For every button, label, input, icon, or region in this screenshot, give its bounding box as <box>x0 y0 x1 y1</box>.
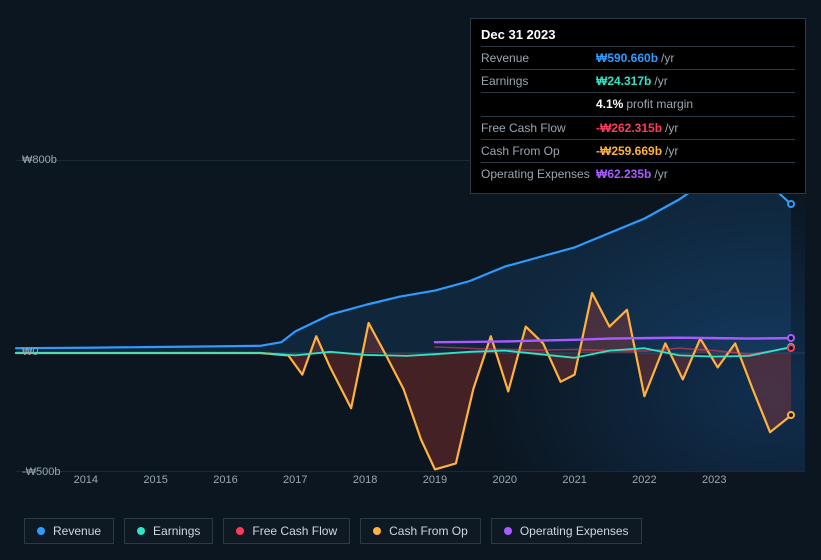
x-tick-label: 2017 <box>283 474 307 486</box>
tooltip-date: Dec 31 2023 <box>481 25 795 46</box>
tooltip-value: ₩24.317b <box>596 73 651 89</box>
x-tick-label: 2020 <box>493 474 517 486</box>
series-endpoint-revenue <box>787 200 795 208</box>
x-axis: 2014 2015 2016 2017 2018 2019 2020 2021 2022 2023 <box>16 474 805 492</box>
tooltip-label: Revenue <box>481 50 596 66</box>
legend-item-revenue[interactable]: Revenue <box>24 518 114 544</box>
tooltip-unit: /yr <box>654 73 667 89</box>
legend-label: Revenue <box>53 524 101 538</box>
tooltip-row-fcf: Free Cash Flow-₩262.315b /yr <box>481 116 795 139</box>
tooltip-label: Free Cash Flow <box>481 120 596 136</box>
tooltip-row-earnings: Earnings₩24.317b /yr <box>481 69 795 92</box>
tooltip-unit: profit margin <box>626 96 693 112</box>
tooltip-row-revenue: Revenue₩590.660b /yr <box>481 46 795 69</box>
legend-item-fcf[interactable]: Free Cash Flow <box>223 518 350 544</box>
series-endpoint-fcf <box>787 344 795 352</box>
tooltip-row-margin: 4.1% profit margin <box>481 92 795 115</box>
y-tick-label: ₩0 <box>22 346 39 358</box>
x-tick-label: 2018 <box>353 474 377 486</box>
tooltip-row-opex: Operating Expenses₩62.235b /yr <box>481 162 795 185</box>
tooltip-value: -₩262.315b <box>596 120 662 136</box>
legend-label: Free Cash Flow <box>252 524 337 538</box>
legend-item-cfo[interactable]: Cash From Op <box>360 518 481 544</box>
tooltip-unit: /yr <box>665 120 678 136</box>
series-endpoint-cfo <box>787 411 795 419</box>
y-tick-label: ₩800b <box>22 154 57 166</box>
legend-dot-icon <box>37 527 45 535</box>
x-tick-label: 2015 <box>143 474 167 486</box>
tooltip-label: Cash From Op <box>481 143 596 159</box>
legend-dot-icon <box>137 527 145 535</box>
tooltip-unit: /yr <box>654 166 667 182</box>
legend-item-earnings[interactable]: Earnings <box>124 518 213 544</box>
x-tick-label: 2023 <box>702 474 726 486</box>
x-tick-label: 2016 <box>213 474 237 486</box>
tooltip-value: ₩590.660b <box>596 50 658 66</box>
legend-dot-icon <box>373 527 381 535</box>
chart-plot-area <box>16 160 805 472</box>
x-tick-label: 2022 <box>632 474 656 486</box>
legend-item-opex[interactable]: Operating Expenses <box>491 518 642 544</box>
legend-label: Operating Expenses <box>520 524 629 538</box>
tooltip-value: -₩259.669b <box>596 143 662 159</box>
x-tick-label: 2019 <box>423 474 447 486</box>
tooltip-label: Earnings <box>481 73 596 89</box>
x-tick-label: 2014 <box>74 474 98 486</box>
tooltip-label: Operating Expenses <box>481 166 596 182</box>
tooltip-panel: Dec 31 2023 Revenue₩590.660b /yrEarnings… <box>470 18 806 194</box>
tooltip-unit: /yr <box>665 143 678 159</box>
legend-dot-icon <box>504 527 512 535</box>
legend-label: Cash From Op <box>389 524 468 538</box>
tooltip-value: ₩62.235b <box>596 166 651 182</box>
tooltip-value: 4.1% <box>596 96 623 112</box>
legend: Revenue Earnings Free Cash Flow Cash From O… <box>24 518 642 544</box>
series-endpoint-opex <box>787 334 795 342</box>
tooltip-unit: /yr <box>661 50 674 66</box>
x-tick-label: 2021 <box>562 474 586 486</box>
legend-dot-icon <box>236 527 244 535</box>
legend-label: Earnings <box>153 524 200 538</box>
tooltip-row-cfo: Cash From Op-₩259.669b /yr <box>481 139 795 162</box>
